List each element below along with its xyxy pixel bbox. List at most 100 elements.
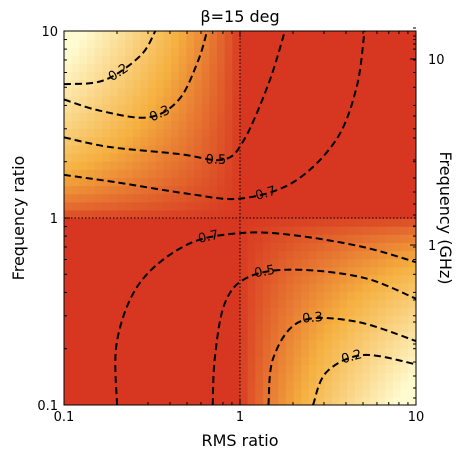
heatmap-cell bbox=[155, 291, 165, 300]
heatmap-cell bbox=[285, 372, 295, 382]
heatmap-cell bbox=[94, 185, 103, 195]
heatmap-cell bbox=[255, 339, 264, 349]
heatmap-cell bbox=[324, 364, 333, 374]
heatmap-cell bbox=[278, 339, 287, 349]
heatmap-cell bbox=[102, 185, 111, 195]
heatmap-cell bbox=[293, 323, 302, 333]
heatmap-cell bbox=[278, 193, 287, 203]
heatmap-cell bbox=[140, 266, 149, 276]
heatmap-cell bbox=[224, 185, 233, 195]
heatmap-cell bbox=[262, 364, 272, 374]
heatmap-cell bbox=[301, 380, 310, 390]
heatmap-cell bbox=[293, 79, 302, 89]
heatmap-cell bbox=[94, 364, 103, 374]
heatmap-cell bbox=[339, 128, 348, 138]
heatmap-cell bbox=[155, 55, 165, 65]
heatmap-cell bbox=[393, 266, 402, 276]
heatmap-cell bbox=[64, 218, 73, 227]
heatmap-cell bbox=[79, 47, 88, 56]
contour-line-0.7-lower-right bbox=[114, 231, 416, 405]
heatmap-cell bbox=[94, 218, 103, 227]
heatmap-cell bbox=[362, 63, 371, 73]
heatmap-cell bbox=[109, 283, 119, 292]
heatmap-cell bbox=[125, 283, 134, 292]
heatmap-cell bbox=[86, 226, 96, 235]
heatmap-cell bbox=[163, 356, 172, 365]
heatmap-cell bbox=[301, 144, 310, 154]
heatmap-cell bbox=[224, 380, 233, 390]
heatmap-cell bbox=[308, 39, 318, 48]
heatmap-cell bbox=[362, 152, 371, 162]
heatmap-cell bbox=[370, 226, 379, 235]
heatmap-cell bbox=[262, 87, 272, 97]
heatmap-cell bbox=[262, 372, 272, 382]
heatmap-cell bbox=[125, 128, 134, 138]
heatmap-cell bbox=[86, 96, 96, 105]
heatmap-cell bbox=[247, 96, 256, 105]
heatmap-cell bbox=[240, 226, 249, 235]
heatmap-cell bbox=[186, 63, 195, 73]
heatmap-cell bbox=[308, 193, 318, 203]
heatmap-cell bbox=[224, 226, 233, 235]
heatmap-cell bbox=[370, 31, 379, 40]
heatmap-cell bbox=[278, 79, 287, 89]
heatmap-cell bbox=[377, 226, 386, 235]
heatmap-cell bbox=[408, 364, 416, 374]
heatmap-cell bbox=[132, 104, 142, 113]
heatmap-cell bbox=[377, 71, 386, 81]
heatmap-cell bbox=[148, 152, 157, 162]
heatmap-cell bbox=[86, 258, 96, 268]
heatmap-cell bbox=[262, 356, 272, 365]
heatmap-cell bbox=[285, 104, 295, 113]
heatmap-cell bbox=[316, 339, 325, 349]
heatmap-cell bbox=[155, 104, 165, 113]
heatmap-cell bbox=[163, 177, 172, 187]
heatmap-cell bbox=[293, 266, 302, 276]
heatmap-cell bbox=[255, 364, 264, 374]
heatmap-cell bbox=[232, 152, 241, 162]
heatmap-cell bbox=[109, 136, 119, 146]
heatmap-cell bbox=[247, 161, 256, 170]
heatmap-cell bbox=[163, 242, 172, 252]
heatmap-cell bbox=[354, 193, 364, 203]
heatmap-cell bbox=[339, 274, 348, 284]
heatmap-cell bbox=[109, 201, 119, 211]
heatmap-cell bbox=[400, 307, 409, 317]
heatmap-cell bbox=[385, 177, 394, 187]
heatmap-cell bbox=[293, 388, 302, 398]
heatmap-cell bbox=[331, 185, 341, 195]
heatmap-cell bbox=[102, 136, 111, 146]
heatmap-cell bbox=[370, 87, 379, 97]
heatmap-cell bbox=[301, 128, 310, 138]
heatmap-cell bbox=[64, 323, 73, 333]
heatmap-cell bbox=[79, 274, 88, 284]
contour-line-0.3-lower-right bbox=[267, 316, 416, 405]
heatmap-cell bbox=[400, 380, 409, 390]
contour-label-group: 0.7 bbox=[254, 184, 278, 204]
heatmap-cell bbox=[163, 63, 172, 73]
heatmap-cell bbox=[362, 55, 371, 65]
heatmap-cell bbox=[347, 388, 356, 398]
heatmap-cell bbox=[201, 315, 210, 325]
heatmap-cell bbox=[393, 104, 402, 113]
heatmap-cell bbox=[232, 218, 241, 227]
heatmap-cell bbox=[354, 152, 364, 162]
heatmap-cell bbox=[79, 169, 88, 178]
heatmap-cell bbox=[86, 348, 96, 357]
heatmap-cell bbox=[201, 356, 210, 365]
heatmap-cell bbox=[171, 396, 180, 405]
heatmap-cell bbox=[370, 120, 379, 130]
heatmap-cell bbox=[201, 201, 210, 211]
heatmap-cell bbox=[354, 120, 364, 130]
heatmap-cell bbox=[370, 152, 379, 162]
heatmap-cell bbox=[201, 250, 210, 260]
heatmap-cell bbox=[125, 242, 134, 252]
heatmap-cell bbox=[316, 31, 325, 40]
heatmap-cell bbox=[408, 274, 416, 284]
heatmap-cell bbox=[408, 315, 416, 325]
heatmap-cell bbox=[186, 87, 195, 97]
heatmap-cell bbox=[408, 226, 416, 235]
heatmap-cell bbox=[255, 144, 264, 154]
heatmap-cell bbox=[102, 291, 111, 300]
contour-label: 0.5 bbox=[205, 153, 226, 168]
